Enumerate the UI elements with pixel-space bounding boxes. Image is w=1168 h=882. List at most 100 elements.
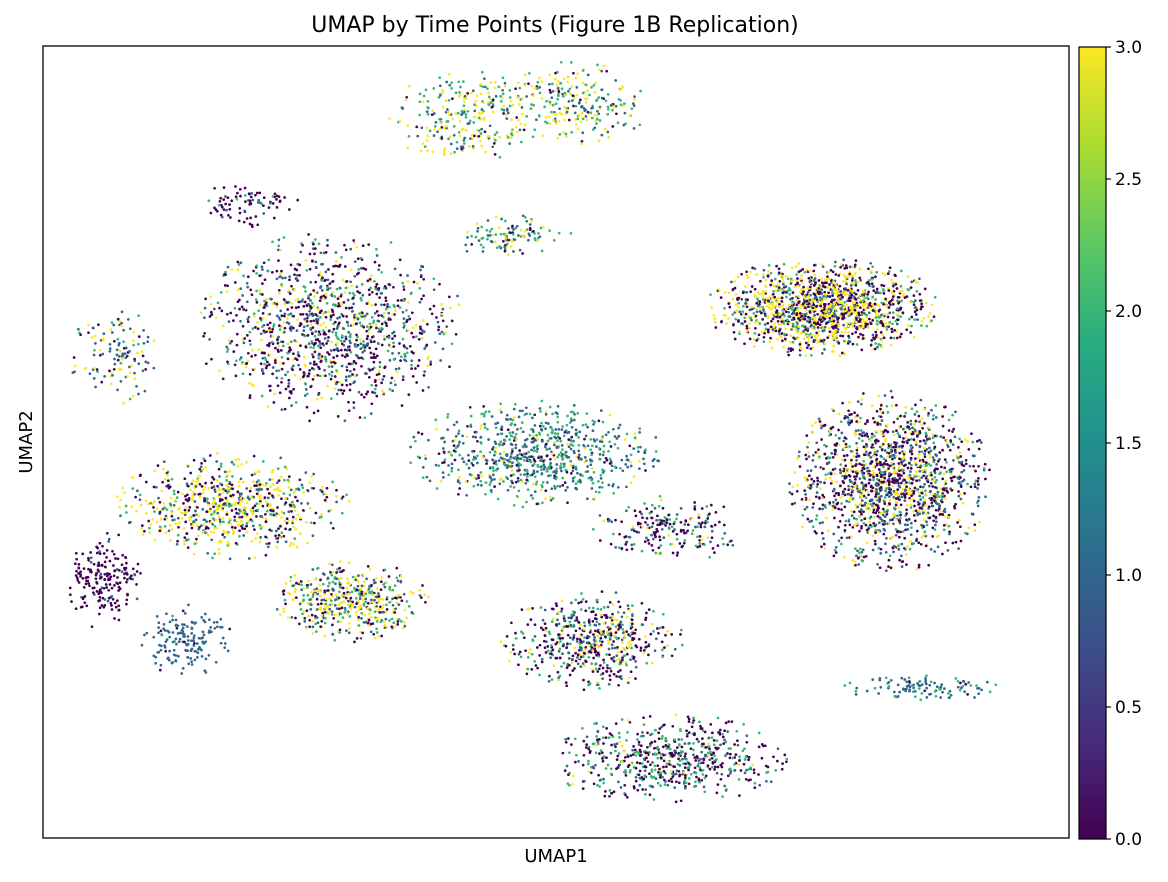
data-point <box>212 307 216 311</box>
data-point <box>404 359 408 363</box>
data-point <box>900 299 904 303</box>
data-point <box>292 352 295 356</box>
data-point <box>361 293 365 297</box>
data-point <box>842 310 846 313</box>
data-point <box>259 332 263 336</box>
data-point <box>977 447 981 451</box>
data-point <box>410 363 413 367</box>
data-point <box>146 361 150 365</box>
data-point <box>314 265 318 269</box>
data-point <box>978 520 981 524</box>
data-point <box>598 107 602 111</box>
data-point <box>316 398 319 401</box>
data-point <box>915 479 919 483</box>
data-point <box>343 339 346 343</box>
data-point <box>557 119 561 123</box>
data-point <box>842 306 845 310</box>
data-point <box>580 142 583 146</box>
data-point <box>498 478 502 481</box>
data-point <box>579 120 583 124</box>
data-point <box>323 337 327 340</box>
data-point <box>524 481 528 485</box>
data-point <box>207 199 211 203</box>
data-point <box>836 501 840 505</box>
data-point <box>803 271 807 274</box>
data-point <box>458 440 461 444</box>
data-point <box>842 447 846 450</box>
data-point <box>844 327 848 331</box>
data-point <box>870 445 873 449</box>
data-point <box>930 496 934 500</box>
data-point <box>277 244 281 248</box>
data-point <box>884 542 887 546</box>
data-point <box>957 490 960 493</box>
data-point <box>326 238 329 242</box>
data-point <box>893 433 896 437</box>
data-point <box>528 228 532 232</box>
data-point <box>913 504 916 508</box>
data-point <box>811 506 815 509</box>
data-point <box>600 133 604 137</box>
data-point <box>276 341 280 345</box>
data-point <box>883 502 887 506</box>
data-point <box>927 411 930 415</box>
data-point <box>891 281 894 284</box>
data-point <box>556 86 560 90</box>
data-point <box>797 314 801 318</box>
data-point <box>756 304 760 308</box>
data-point <box>832 319 836 323</box>
data-point <box>349 268 353 272</box>
data-point <box>420 264 423 268</box>
data-point <box>939 435 943 438</box>
data-point <box>915 440 918 444</box>
data-point <box>953 475 956 479</box>
data-point <box>839 334 842 338</box>
data-point <box>847 488 851 492</box>
data-point <box>794 265 798 268</box>
data-point <box>554 71 557 75</box>
data-point <box>296 318 299 321</box>
data-point <box>363 416 367 420</box>
data-point <box>778 279 782 283</box>
data-point <box>254 353 257 357</box>
data-point <box>744 285 747 288</box>
data-point <box>340 312 344 316</box>
data-point <box>337 388 341 392</box>
data-point <box>224 202 228 206</box>
data-point <box>282 330 286 334</box>
data-point <box>308 368 312 372</box>
data-point <box>569 61 573 64</box>
data-point <box>248 396 252 400</box>
data-point <box>402 344 406 347</box>
data-point <box>473 134 476 138</box>
data-point <box>278 291 281 295</box>
data-point <box>812 502 815 506</box>
data-point <box>414 335 418 338</box>
data-point <box>112 367 116 371</box>
data-point <box>342 389 346 393</box>
data-point <box>815 514 819 518</box>
data-point <box>856 505 860 509</box>
data-point <box>287 322 291 325</box>
cluster-top-right-top <box>491 60 642 146</box>
data-point <box>793 285 797 289</box>
data-point <box>968 464 972 468</box>
data-point <box>508 431 512 435</box>
data-point <box>414 367 417 370</box>
data-point <box>271 240 274 244</box>
data-point <box>924 468 927 472</box>
data-point <box>628 444 632 448</box>
data-point <box>438 84 442 88</box>
data-point <box>454 91 458 95</box>
data-point <box>807 441 811 444</box>
data-point <box>875 481 878 485</box>
data-point <box>846 324 850 328</box>
data-point <box>888 266 892 270</box>
data-point <box>282 321 286 325</box>
data-point <box>91 326 95 330</box>
data-point <box>320 396 324 400</box>
data-point <box>855 487 859 490</box>
data-point <box>928 490 932 494</box>
data-point <box>429 360 433 364</box>
data-point <box>128 371 132 375</box>
